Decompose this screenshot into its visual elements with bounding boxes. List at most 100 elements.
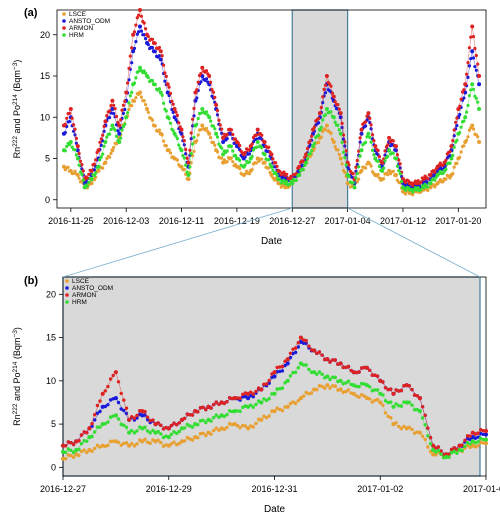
data-point — [162, 140, 165, 143]
data-point — [201, 406, 204, 409]
x-tick-label: 2016-11-25 — [48, 216, 93, 226]
data-point — [169, 122, 172, 125]
legend-marker — [65, 279, 69, 283]
data-point — [213, 96, 216, 99]
data-point — [146, 416, 149, 419]
data-point — [377, 149, 380, 152]
data-point — [212, 429, 215, 432]
data-point — [376, 374, 379, 377]
data-point — [83, 448, 86, 451]
series-line — [64, 68, 479, 190]
data-point — [180, 148, 184, 152]
data-point — [462, 88, 465, 91]
data-point — [339, 361, 343, 365]
x-tick-label: 2017-01-02 — [357, 484, 403, 494]
data-point — [93, 418, 96, 421]
data-point — [114, 413, 118, 417]
x-tick-label: 2017-01-04 — [463, 484, 500, 494]
data-point — [120, 128, 123, 131]
data-point — [470, 124, 474, 128]
data-point — [321, 118, 324, 121]
data-point — [64, 131, 67, 134]
data-point — [159, 424, 162, 427]
data-point — [417, 186, 420, 189]
data-point — [181, 135, 184, 138]
data-point — [159, 49, 163, 53]
data-point — [469, 88, 472, 91]
data-point — [341, 162, 344, 165]
data-point — [475, 54, 478, 57]
data-point — [187, 177, 191, 181]
data-point — [354, 166, 357, 169]
data-point — [286, 379, 290, 383]
data-point — [154, 42, 157, 45]
data-point — [126, 111, 129, 114]
data-point — [212, 416, 215, 419]
data-point — [215, 426, 218, 429]
data-point — [426, 189, 429, 192]
data-point — [112, 104, 115, 107]
data-point — [158, 128, 161, 131]
data-point — [151, 418, 154, 421]
data-point — [127, 67, 130, 70]
data-point — [320, 353, 323, 356]
data-point — [332, 95, 336, 99]
data-point — [339, 387, 343, 391]
data-point — [444, 168, 447, 171]
data-point — [98, 141, 101, 144]
data-point — [204, 421, 207, 424]
data-point — [451, 172, 454, 175]
data-point — [267, 146, 270, 149]
data-point — [336, 103, 339, 106]
data-point — [134, 40, 137, 43]
data-point — [226, 137, 229, 140]
data-point — [289, 374, 292, 377]
data-point — [165, 109, 168, 112]
data-point — [386, 155, 389, 158]
data-point — [176, 137, 179, 140]
data-point — [87, 426, 91, 430]
data-point — [383, 149, 386, 152]
data-point — [200, 124, 204, 128]
data-point — [162, 64, 165, 67]
data-point — [192, 150, 195, 153]
data-point — [216, 150, 219, 153]
data-point — [476, 444, 479, 447]
data-point — [76, 157, 80, 161]
data-point — [470, 82, 474, 86]
data-point — [353, 185, 357, 189]
data-point — [133, 417, 136, 420]
data-point — [463, 82, 467, 86]
data-point — [391, 405, 395, 409]
data-point — [324, 84, 327, 87]
data-point — [397, 425, 400, 428]
data-point — [297, 173, 301, 177]
data-point — [389, 387, 392, 390]
data-point — [251, 142, 254, 145]
y-axis-label-part: ) — [12, 60, 22, 63]
data-point — [80, 442, 83, 445]
data-point — [354, 176, 357, 179]
data-point — [475, 69, 478, 72]
data-point — [368, 385, 371, 388]
data-point — [470, 49, 474, 53]
data-point — [324, 91, 327, 94]
data-point — [472, 127, 475, 130]
data-point — [339, 379, 343, 383]
data-point — [72, 443, 75, 446]
data-point — [347, 163, 350, 166]
data-point — [68, 120, 71, 123]
data-point — [294, 371, 297, 374]
data-point — [372, 153, 375, 156]
y-axis-label-part: and Po — [12, 105, 22, 136]
data-point — [167, 435, 171, 439]
data-point — [72, 123, 75, 126]
data-point — [184, 164, 187, 167]
data-point — [196, 410, 199, 413]
data-point — [110, 99, 114, 103]
data-point — [230, 156, 233, 159]
data-point — [149, 442, 152, 445]
data-point — [371, 133, 374, 136]
data-point — [209, 81, 212, 84]
data-point — [274, 171, 277, 174]
